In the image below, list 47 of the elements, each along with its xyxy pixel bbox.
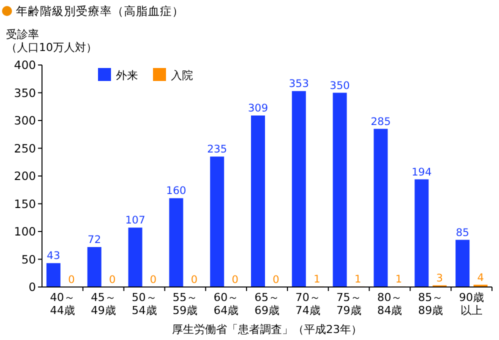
- legend-label: 外来: [116, 69, 138, 82]
- y-tick-label: 50: [21, 252, 36, 266]
- data-label: 4: [477, 272, 484, 284]
- data-label: 194: [412, 166, 432, 178]
- data-label: 160: [166, 185, 186, 198]
- data-label: 0: [109, 274, 116, 286]
- y-tick-label: 250: [14, 141, 36, 156]
- data-label: 1: [314, 273, 320, 286]
- data-label: 107: [125, 214, 146, 227]
- data-label: 0: [272, 274, 280, 286]
- y-tick-label: 200: [14, 169, 36, 183]
- x-tick-label: 85～89歳: [418, 291, 444, 317]
- data-label: 0: [190, 274, 198, 286]
- x-tick-label: 80～84歳: [377, 291, 402, 317]
- y-tick-label: 100: [14, 224, 36, 238]
- legend-label: 入院: [171, 69, 193, 82]
- y-tick-label: 300: [14, 114, 36, 128]
- chart-title: 年齢階級別受療率（高脂血症）: [16, 4, 184, 18]
- data-label: 0: [232, 274, 238, 286]
- y-tick-label: 0: [28, 280, 36, 294]
- y-tick-label: 150: [14, 196, 36, 211]
- data-label: 1: [354, 273, 362, 286]
- data-label: 0: [68, 274, 75, 286]
- data-label: 1: [395, 273, 402, 286]
- x-tick-label: 50～54歳: [132, 291, 157, 317]
- y-tick-label: 350: [14, 86, 36, 100]
- x-tick-label: 90歳以上: [459, 291, 484, 317]
- y-axis-title: 受診率（人口10万人対）: [6, 28, 97, 54]
- data-label: 3: [436, 272, 443, 284]
- x-tick-label: 65～69歳: [254, 291, 280, 317]
- x-tick-label: 55～59歳: [172, 291, 198, 317]
- x-tick-label: 60～64歳: [214, 291, 239, 317]
- data-label: 72: [88, 234, 102, 246]
- x-tick-label: 70～74歳: [295, 291, 320, 317]
- data-label: 235: [207, 144, 228, 156]
- data-label: 43: [46, 250, 60, 262]
- data-label: 285: [370, 116, 391, 128]
- text: 厚生労働省「患者調査」（平成23年）: [172, 323, 362, 336]
- data-label: 309: [248, 102, 268, 115]
- x-tick-label: 40～44歳: [50, 291, 75, 317]
- y-tick-label: 400: [14, 58, 36, 72]
- data-label: 85: [456, 226, 470, 239]
- data-label: 0: [150, 274, 157, 286]
- x-tick-label: 45～49歳: [90, 291, 116, 317]
- data-label: 353: [288, 78, 309, 90]
- data-label: 350: [330, 80, 350, 92]
- x-tick-label: 75～79歳: [336, 291, 362, 317]
